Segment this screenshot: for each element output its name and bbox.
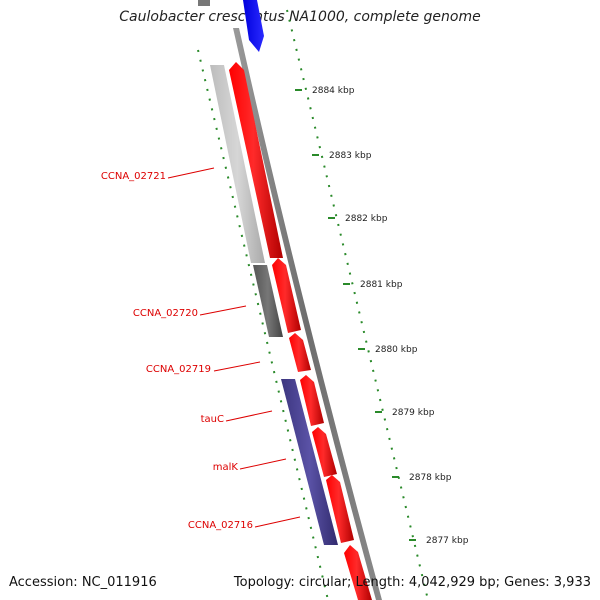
forward-cds-4: [300, 375, 324, 426]
gene-label: CCNA_02721: [101, 171, 166, 182]
scale-tick-label: 2877 kbp: [426, 536, 469, 546]
accession-text: Accession: NC_011916: [9, 575, 157, 590]
gene-callout-line: [225, 410, 273, 422]
dotted-track-lines: [197, 9, 429, 600]
forward-cds-6: [326, 475, 354, 543]
gene-callouts: CCNA_02721 CCNA_02720 CCNA_02719 tauC malK CC…: [101, 167, 301, 531]
gene-callout-line: [213, 361, 261, 372]
forward-cds-2: [272, 258, 301, 333]
genome-summary-text: Topology: circular; Length: 4,042,929 bp…: [233, 575, 591, 590]
gene-ccna-02721-shape: [210, 65, 265, 263]
scale-tick-label: 2880 kbp: [375, 345, 418, 355]
scale-tick-label: 2881 kbp: [360, 280, 403, 290]
top-partial-feature: [198, 0, 210, 6]
scale-tick-label: 2884 kbp: [312, 86, 355, 96]
gene-label: tauC: [201, 414, 224, 425]
gene-label: CCNA_02716: [188, 520, 253, 531]
top-partial-blue-feature: [243, 0, 264, 52]
scale-ticks: 2884 kbp 2883 kbp 2882 kbp 2881 kbp 2880 kbp…: [295, 86, 469, 546]
gene-label: CCNA_02720: [133, 308, 198, 319]
gene-callout-line: [254, 516, 301, 528]
gene-callout-line: [239, 458, 287, 470]
genome-backbone: [233, 28, 382, 600]
gene-label: malK: [213, 462, 239, 473]
gene-ccna-02720-shape: [253, 265, 283, 337]
forward-cds-3: [289, 333, 311, 372]
gene-callout-line: [199, 305, 247, 316]
gene-callout-line: [167, 167, 215, 179]
gene-label: CCNA_02719: [146, 364, 211, 375]
scale-tick-label: 2879 kbp: [392, 408, 435, 418]
outer-dotted-track: [286, 9, 429, 600]
map-title: Caulobacter crescentus NA1000, complete …: [119, 9, 481, 25]
forward-cds-7: [344, 545, 372, 600]
inner-dotted-track: [197, 49, 329, 600]
scale-tick-label: 2878 kbp: [409, 473, 452, 483]
forward-cds-5: [312, 427, 337, 477]
scale-tick-label: 2883 kbp: [329, 151, 372, 161]
gene-taud-blue-shape: [281, 379, 338, 545]
scale-tick-label: 2882 kbp: [345, 214, 388, 224]
forward-cds-1: [229, 62, 283, 258]
